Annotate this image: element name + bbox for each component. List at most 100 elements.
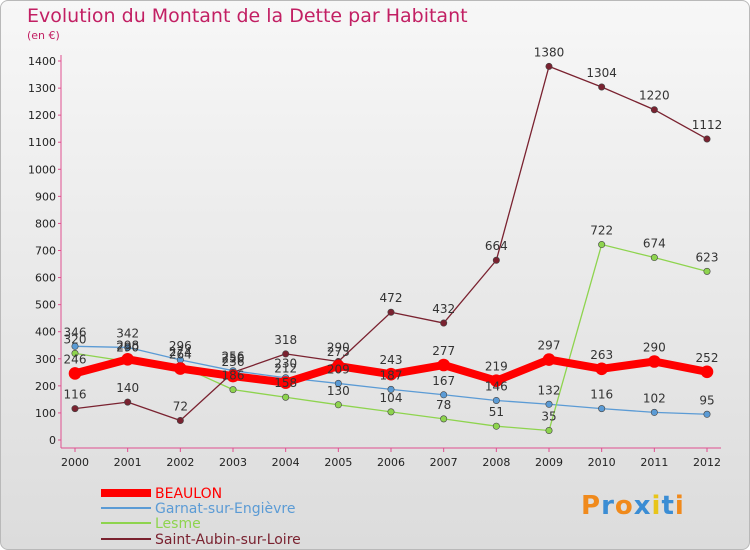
x-tick-label: 2006: [377, 456, 405, 469]
data-point: [121, 353, 134, 366]
data-label: 342: [116, 326, 139, 340]
data-point: [440, 391, 448, 399]
data-point: [71, 342, 79, 350]
data-label: 297: [538, 339, 561, 353]
data-point: [282, 393, 290, 401]
data-label: 243: [380, 353, 403, 367]
data-point: [124, 398, 132, 406]
data-label: 263: [590, 348, 613, 362]
data-label: 722: [590, 224, 613, 238]
data-label: 158: [274, 376, 297, 390]
data-label: 1220: [639, 89, 670, 103]
y-tick-label: 900: [35, 190, 56, 203]
data-point: [598, 83, 606, 91]
data-point: [492, 256, 500, 264]
x-tick-label: 2010: [588, 456, 616, 469]
data-label: 219: [485, 360, 508, 374]
legend-label: Garnat-sur-Engièvre: [155, 501, 295, 517]
logo-letter: i: [674, 491, 685, 521]
data-label: 230: [274, 357, 297, 371]
chart-subtitle: (en €): [27, 29, 60, 42]
data-label: 187: [380, 368, 403, 382]
y-tick-label: 0: [49, 434, 56, 447]
data-label: 296: [169, 339, 192, 353]
x-tick-label: 2011: [640, 456, 668, 469]
y-tick-label: 1300: [28, 82, 56, 95]
data-label: 256: [222, 350, 245, 364]
data-point: [650, 408, 658, 416]
x-tick-label: 2007: [430, 456, 458, 469]
data-label: 318: [274, 333, 297, 347]
data-point: [71, 349, 79, 357]
data-point: [492, 422, 500, 430]
data-label: 274: [169, 345, 192, 359]
data-label: 104: [380, 391, 403, 405]
data-label: 116: [590, 388, 613, 402]
y-tick-label: 700: [35, 245, 56, 258]
data-point: [174, 362, 187, 375]
data-label: 167: [432, 374, 455, 388]
data-point: [648, 355, 661, 368]
y-tick-label: 100: [35, 407, 56, 420]
data-point: [490, 374, 503, 388]
data-label: 664: [485, 239, 508, 253]
x-tick-label: 2012: [693, 456, 721, 469]
data-label: 320: [64, 332, 87, 346]
data-label: 132: [538, 383, 561, 397]
logo-letter: t: [661, 491, 675, 521]
data-label: 472: [380, 291, 403, 305]
data-label: 246: [64, 352, 87, 366]
logo-letter: i: [651, 491, 662, 521]
x-tick-label: 2009: [535, 456, 563, 469]
data-label: 623: [696, 250, 719, 264]
data-point: [440, 319, 448, 327]
y-tick-label: 500: [35, 299, 56, 312]
data-point: [703, 267, 711, 275]
data-point: [387, 308, 395, 316]
logo-letter: x: [633, 491, 652, 521]
x-tick-label: 2004: [272, 456, 300, 469]
data-label: 264: [169, 348, 192, 362]
data-label: 273: [327, 345, 350, 359]
data-point: [332, 359, 345, 373]
legend-label: Saint-Aubin-sur-Loire: [155, 532, 301, 548]
data-point: [700, 365, 714, 379]
data-point: [595, 362, 608, 376]
y-tick-label: 800: [35, 217, 56, 230]
data-label: 277: [432, 344, 455, 358]
y-tick-label: 1100: [28, 136, 56, 149]
y-tick-label: 300: [35, 353, 56, 366]
data-point: [650, 254, 658, 262]
logo-letter: o: [614, 491, 634, 521]
data-point: [545, 62, 553, 70]
y-tick-label: 400: [35, 326, 56, 339]
y-tick-label: 1400: [28, 55, 56, 68]
data-point: [334, 401, 342, 409]
x-tick-label: 2002: [166, 456, 194, 469]
data-point: [545, 427, 553, 435]
logo-letter: r: [601, 491, 615, 521]
data-label: 674: [643, 237, 666, 251]
data-label: 212: [274, 362, 297, 376]
data-label: 130: [327, 384, 350, 398]
y-tick-label: 1200: [28, 109, 56, 122]
data-point: [598, 241, 606, 249]
x-tick-label: 2000: [61, 456, 89, 469]
data-point: [440, 415, 448, 423]
data-label: 1380: [534, 45, 565, 59]
data-point: [68, 367, 82, 380]
data-label: 346: [64, 325, 87, 339]
data-label: 140: [116, 381, 139, 395]
data-point: [542, 353, 556, 366]
data-label: 102: [643, 391, 666, 405]
data-point: [598, 405, 606, 413]
data-label: 290: [116, 340, 139, 354]
data-label: 209: [327, 362, 350, 376]
data-point: [176, 417, 184, 425]
data-label: 1112: [692, 118, 723, 132]
data-label: 35: [541, 410, 556, 424]
data-label: 236: [222, 355, 245, 369]
data-point: [650, 106, 658, 114]
data-label: 298: [116, 338, 139, 352]
data-point: [387, 385, 395, 393]
